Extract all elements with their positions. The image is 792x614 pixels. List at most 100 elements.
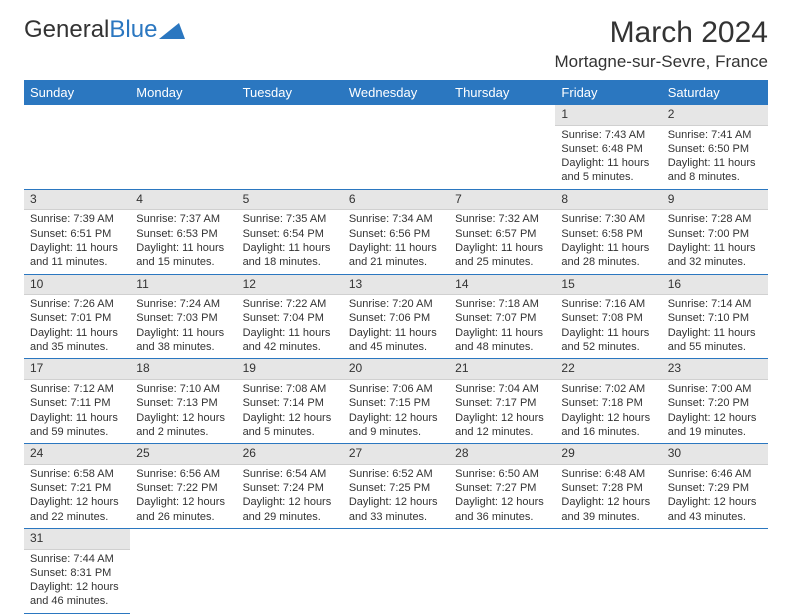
- day-number: 13: [343, 275, 449, 296]
- day-number: 21: [449, 359, 555, 380]
- day-info: Sunrise: 7:06 AMSunset: 7:15 PMDaylight:…: [343, 380, 449, 443]
- day-info: Sunrise: 7:24 AMSunset: 7:03 PMDaylight:…: [130, 295, 236, 358]
- day-number: 12: [237, 275, 343, 296]
- day-header: Wednesday: [343, 80, 449, 105]
- day-info: Sunrise: 7:26 AMSunset: 7:01 PMDaylight:…: [24, 295, 130, 358]
- day-header: Saturday: [662, 80, 768, 105]
- calendar-cell: 9Sunrise: 7:28 AMSunset: 7:00 PMDaylight…: [662, 190, 768, 275]
- day-number: 11: [130, 275, 236, 296]
- day-number: 3: [24, 190, 130, 211]
- day-number: 19: [237, 359, 343, 380]
- day-header: Sunday: [24, 80, 130, 105]
- calendar-cell: [237, 529, 343, 614]
- calendar-cell: [237, 105, 343, 190]
- calendar-cell: 23Sunrise: 7:00 AMSunset: 7:20 PMDayligh…: [662, 359, 768, 444]
- calendar-cell: [662, 529, 768, 614]
- day-info: Sunrise: 7:34 AMSunset: 6:56 PMDaylight:…: [343, 210, 449, 273]
- day-info: Sunrise: 6:50 AMSunset: 7:27 PMDaylight:…: [449, 465, 555, 528]
- day-number: 23: [662, 359, 768, 380]
- calendar-cell: 4Sunrise: 7:37 AMSunset: 6:53 PMDaylight…: [130, 190, 236, 275]
- day-info: Sunrise: 7:35 AMSunset: 6:54 PMDaylight:…: [237, 210, 343, 273]
- day-info: Sunrise: 7:30 AMSunset: 6:58 PMDaylight:…: [555, 210, 661, 273]
- day-number: 4: [130, 190, 236, 211]
- calendar-cell: 10Sunrise: 7:26 AMSunset: 7:01 PMDayligh…: [24, 275, 130, 360]
- calendar-cell: 5Sunrise: 7:35 AMSunset: 6:54 PMDaylight…: [237, 190, 343, 275]
- calendar-cell: 22Sunrise: 7:02 AMSunset: 7:18 PMDayligh…: [555, 359, 661, 444]
- calendar-cell: [555, 529, 661, 614]
- calendar-cell: 8Sunrise: 7:30 AMSunset: 6:58 PMDaylight…: [555, 190, 661, 275]
- month-title: March 2024: [554, 16, 768, 50]
- header: GeneralBlue March 2024 Mortagne-sur-Sevr…: [24, 16, 768, 72]
- day-number: 7: [449, 190, 555, 211]
- day-number: 5: [237, 190, 343, 211]
- calendar-cell: [449, 105, 555, 190]
- day-info: Sunrise: 7:10 AMSunset: 7:13 PMDaylight:…: [130, 380, 236, 443]
- day-info: Sunrise: 7:02 AMSunset: 7:18 PMDaylight:…: [555, 380, 661, 443]
- calendar-cell: 19Sunrise: 7:08 AMSunset: 7:14 PMDayligh…: [237, 359, 343, 444]
- calendar-cell: [343, 529, 449, 614]
- calendar-cell: 3Sunrise: 7:39 AMSunset: 6:51 PMDaylight…: [24, 190, 130, 275]
- day-info: Sunrise: 7:44 AMSunset: 8:31 PMDaylight:…: [24, 550, 130, 613]
- day-info: Sunrise: 7:39 AMSunset: 6:51 PMDaylight:…: [24, 210, 130, 273]
- day-number: 16: [662, 275, 768, 296]
- location: Mortagne-sur-Sevre, France: [554, 52, 768, 72]
- calendar-cell: 14Sunrise: 7:18 AMSunset: 7:07 PMDayligh…: [449, 275, 555, 360]
- day-info: Sunrise: 7:28 AMSunset: 7:00 PMDaylight:…: [662, 210, 768, 273]
- day-number: 6: [343, 190, 449, 211]
- day-info: Sunrise: 7:00 AMSunset: 7:20 PMDaylight:…: [662, 380, 768, 443]
- title-block: March 2024 Mortagne-sur-Sevre, France: [554, 16, 768, 72]
- day-header: Thursday: [449, 80, 555, 105]
- day-header: Friday: [555, 80, 661, 105]
- day-info: Sunrise: 7:43 AMSunset: 6:48 PMDaylight:…: [555, 126, 661, 189]
- day-info: Sunrise: 7:08 AMSunset: 7:14 PMDaylight:…: [237, 380, 343, 443]
- calendar-cell: 28Sunrise: 6:50 AMSunset: 7:27 PMDayligh…: [449, 444, 555, 529]
- calendar-cell: 26Sunrise: 6:54 AMSunset: 7:24 PMDayligh…: [237, 444, 343, 529]
- calendar-cell: 2Sunrise: 7:41 AMSunset: 6:50 PMDaylight…: [662, 105, 768, 190]
- calendar-cell: 17Sunrise: 7:12 AMSunset: 7:11 PMDayligh…: [24, 359, 130, 444]
- day-number: 30: [662, 444, 768, 465]
- day-number: 26: [237, 444, 343, 465]
- day-number: 1: [555, 105, 661, 126]
- day-number: 9: [662, 190, 768, 211]
- day-number: 27: [343, 444, 449, 465]
- day-info: Sunrise: 7:16 AMSunset: 7:08 PMDaylight:…: [555, 295, 661, 358]
- day-info: Sunrise: 6:58 AMSunset: 7:21 PMDaylight:…: [24, 465, 130, 528]
- day-number: 10: [24, 275, 130, 296]
- calendar-cell: 20Sunrise: 7:06 AMSunset: 7:15 PMDayligh…: [343, 359, 449, 444]
- day-header: Monday: [130, 80, 236, 105]
- day-number: 18: [130, 359, 236, 380]
- calendar-cell: 13Sunrise: 7:20 AMSunset: 7:06 PMDayligh…: [343, 275, 449, 360]
- day-info: Sunrise: 7:18 AMSunset: 7:07 PMDaylight:…: [449, 295, 555, 358]
- calendar-cell: [24, 105, 130, 190]
- calendar-cell: 29Sunrise: 6:48 AMSunset: 7:28 PMDayligh…: [555, 444, 661, 529]
- logo: GeneralBlue: [24, 16, 185, 44]
- calendar-cell: 11Sunrise: 7:24 AMSunset: 7:03 PMDayligh…: [130, 275, 236, 360]
- calendar-cell: 12Sunrise: 7:22 AMSunset: 7:04 PMDayligh…: [237, 275, 343, 360]
- day-number: 2: [662, 105, 768, 126]
- day-number: 14: [449, 275, 555, 296]
- logo-icon: [159, 21, 185, 39]
- day-info: Sunrise: 7:22 AMSunset: 7:04 PMDaylight:…: [237, 295, 343, 358]
- calendar-cell: 25Sunrise: 6:56 AMSunset: 7:22 PMDayligh…: [130, 444, 236, 529]
- day-number: 17: [24, 359, 130, 380]
- calendar-cell: 30Sunrise: 6:46 AMSunset: 7:29 PMDayligh…: [662, 444, 768, 529]
- day-info: Sunrise: 6:48 AMSunset: 7:28 PMDaylight:…: [555, 465, 661, 528]
- calendar-cell: [130, 529, 236, 614]
- calendar-cell: [343, 105, 449, 190]
- logo-text-2: Blue: [109, 16, 157, 44]
- calendar-cell: 6Sunrise: 7:34 AMSunset: 6:56 PMDaylight…: [343, 190, 449, 275]
- calendar-cell: 15Sunrise: 7:16 AMSunset: 7:08 PMDayligh…: [555, 275, 661, 360]
- calendar-cell: 31Sunrise: 7:44 AMSunset: 8:31 PMDayligh…: [24, 529, 130, 614]
- day-info: Sunrise: 7:20 AMSunset: 7:06 PMDaylight:…: [343, 295, 449, 358]
- day-info: Sunrise: 7:32 AMSunset: 6:57 PMDaylight:…: [449, 210, 555, 273]
- calendar-cell: [449, 529, 555, 614]
- day-info: Sunrise: 7:41 AMSunset: 6:50 PMDaylight:…: [662, 126, 768, 189]
- calendar-cell: 1Sunrise: 7:43 AMSunset: 6:48 PMDaylight…: [555, 105, 661, 190]
- calendar-cell: 27Sunrise: 6:52 AMSunset: 7:25 PMDayligh…: [343, 444, 449, 529]
- calendar-cell: [130, 105, 236, 190]
- day-number: 20: [343, 359, 449, 380]
- day-info: Sunrise: 6:54 AMSunset: 7:24 PMDaylight:…: [237, 465, 343, 528]
- day-info: Sunrise: 7:14 AMSunset: 7:10 PMDaylight:…: [662, 295, 768, 358]
- day-info: Sunrise: 6:52 AMSunset: 7:25 PMDaylight:…: [343, 465, 449, 528]
- logo-text-1: General: [24, 16, 109, 44]
